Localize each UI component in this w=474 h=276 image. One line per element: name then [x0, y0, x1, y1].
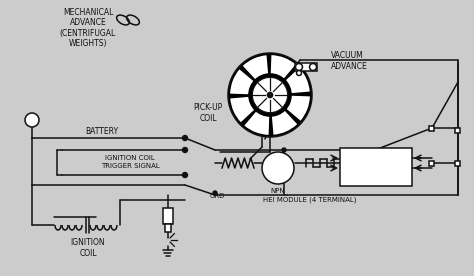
Wedge shape: [270, 68, 310, 95]
Bar: [163, 208, 173, 224]
Bar: [429, 126, 435, 131]
Wedge shape: [245, 95, 270, 135]
Circle shape: [295, 63, 302, 70]
Text: SIGNAL
CONVERTER: SIGNAL CONVERTER: [353, 157, 399, 177]
Circle shape: [248, 73, 292, 117]
Circle shape: [262, 152, 294, 184]
Bar: [456, 161, 461, 166]
Text: PICK-UP
COIL: PICK-UP COIL: [193, 103, 223, 123]
Bar: [295, 63, 317, 71]
Ellipse shape: [119, 17, 127, 23]
Bar: [429, 161, 435, 166]
Text: BATTERY: BATTERY: [85, 128, 118, 137]
Wedge shape: [230, 95, 270, 122]
Circle shape: [267, 92, 273, 98]
Bar: [456, 128, 461, 132]
Text: HEI MODULE (4 TERMINAL): HEI MODULE (4 TERMINAL): [263, 197, 357, 203]
Circle shape: [228, 53, 312, 137]
Circle shape: [310, 63, 317, 70]
Circle shape: [182, 147, 188, 153]
Text: GRD: GRD: [210, 193, 225, 199]
Circle shape: [25, 113, 39, 127]
Text: NPN: NPN: [271, 188, 285, 194]
Wedge shape: [270, 55, 296, 95]
Text: VACUUM
ADVANCE: VACUUM ADVANCE: [331, 51, 368, 71]
Circle shape: [182, 172, 188, 177]
Circle shape: [252, 77, 288, 113]
Circle shape: [282, 148, 286, 152]
Circle shape: [182, 136, 188, 140]
Circle shape: [297, 70, 301, 76]
Text: IGNITION COIL
TRIGGER SIGNAL: IGNITION COIL TRIGGER SIGNAL: [100, 155, 159, 169]
Text: +: +: [28, 115, 36, 125]
Text: MECHANICAL
ADVANCE
(CENTRIFUGAL
WEIGHTS): MECHANICAL ADVANCE (CENTRIFUGAL WEIGHTS): [60, 8, 116, 48]
Circle shape: [213, 191, 217, 195]
Text: IGNITION
COIL: IGNITION COIL: [71, 238, 105, 258]
Wedge shape: [243, 55, 270, 95]
Wedge shape: [270, 95, 310, 121]
Bar: [340, 148, 412, 186]
Ellipse shape: [129, 17, 137, 23]
Bar: [165, 224, 171, 232]
Wedge shape: [230, 69, 270, 95]
Wedge shape: [270, 95, 297, 135]
